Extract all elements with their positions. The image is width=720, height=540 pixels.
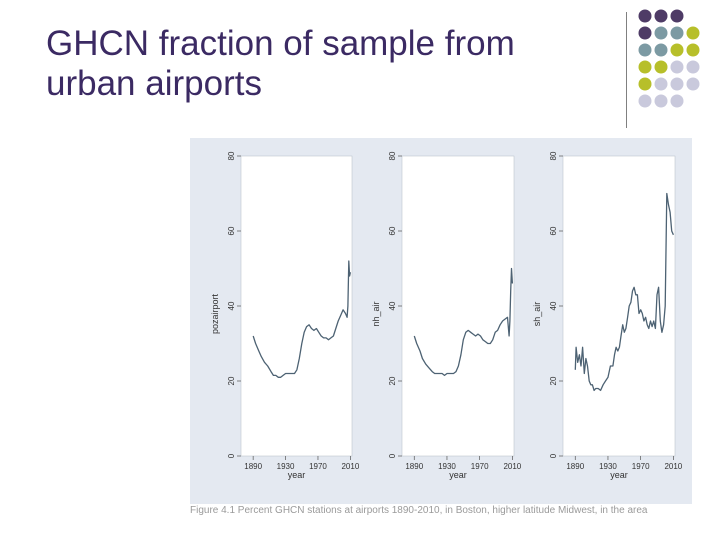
series-line — [574, 192, 674, 392]
decorative-dot — [654, 43, 668, 57]
title-divider-line — [626, 12, 627, 128]
decorative-dot — [686, 60, 700, 74]
slide-title-line-2: urban airports — [46, 64, 262, 103]
plot-area — [562, 155, 676, 457]
chart-panel-3: 0 20 40 60 80 1890 1930 1970 2010 year sh_air — [532, 151, 683, 480]
series-line — [413, 267, 514, 377]
y-tick-label: 40 — [388, 301, 397, 310]
x-tick-label: 1890 — [405, 462, 423, 471]
y-tick-label: 0 — [549, 453, 558, 458]
y-tick-label: 40 — [549, 301, 558, 310]
series-line — [252, 260, 352, 378]
x-axis-title: year — [610, 470, 628, 480]
decorative-dot — [670, 9, 684, 23]
chart-panel-2: 0 20 40 60 80 1890 1930 1970 2010 year nh_air — [371, 151, 522, 480]
x-tick-label: 2010 — [503, 462, 521, 471]
x-tick-label: 1970 — [309, 462, 327, 471]
x-tick-label: 1890 — [244, 462, 262, 471]
x-axis-title: year — [288, 470, 306, 480]
decorative-dot — [670, 60, 684, 74]
x-tick-label: 1930 — [599, 462, 617, 471]
y-tick-label: 80 — [549, 151, 558, 160]
decorative-dot — [638, 43, 652, 57]
y-tick-label: 20 — [227, 376, 236, 385]
decorative-dot — [638, 94, 652, 108]
x-tick-label: 1970 — [632, 462, 650, 471]
x-tick-label: 1970 — [471, 462, 489, 471]
y-tick-label: 80 — [227, 151, 236, 160]
y-tick-label: 60 — [227, 226, 236, 235]
decorative-dot — [638, 60, 652, 74]
y-tick-label: 0 — [388, 453, 397, 458]
chart-panel-1: 0 20 40 60 80 1890 1930 1970 2010 year pozairport — [210, 151, 360, 480]
decorative-dot — [686, 43, 700, 57]
decorative-dot — [638, 77, 652, 91]
decorative-dot — [654, 77, 668, 91]
y-tick-label: 0 — [227, 453, 236, 458]
y-tick-label: 20 — [388, 376, 397, 385]
y-tick-label: 40 — [227, 301, 236, 310]
decorative-dot — [670, 94, 684, 108]
slide-title-line-1: GHCN fraction of sample from — [46, 24, 515, 63]
x-tick-label: 1930 — [438, 462, 456, 471]
decorative-dot — [654, 26, 668, 40]
y-tick-label: 60 — [388, 226, 397, 235]
x-axis-title: year — [449, 470, 467, 480]
slide-title: GHCN fraction of sample from urban airpo… — [46, 24, 626, 104]
decorative-dot — [670, 43, 684, 57]
x-tick-label: 1890 — [566, 462, 584, 471]
y-axis-title: pozairport — [210, 293, 220, 334]
y-tick-label: 80 — [388, 151, 397, 160]
decorative-dot-grid — [638, 9, 700, 108]
y-axis-title: sh_air — [532, 302, 542, 327]
decorative-dot — [670, 26, 684, 40]
y-tick-label: 20 — [549, 376, 558, 385]
plot-area — [240, 155, 353, 457]
y-axis-title: nh_air — [371, 301, 381, 326]
x-tick-label: 1930 — [277, 462, 295, 471]
decorative-dot — [686, 77, 700, 91]
decorative-dot — [670, 77, 684, 91]
x-tick-label: 2010 — [341, 462, 359, 471]
decorative-dot — [654, 94, 668, 108]
decorative-dot — [654, 9, 668, 23]
decorative-dot — [638, 26, 652, 40]
y-tick-label: 60 — [549, 226, 558, 235]
figure-caption: Figure 4.1 Percent GHCN stations at airp… — [190, 505, 648, 516]
x-tick-label: 2010 — [664, 462, 682, 471]
decorative-dot — [638, 9, 652, 23]
plot-area — [401, 155, 515, 457]
decorative-dot — [654, 60, 668, 74]
decorative-dot — [686, 26, 700, 40]
